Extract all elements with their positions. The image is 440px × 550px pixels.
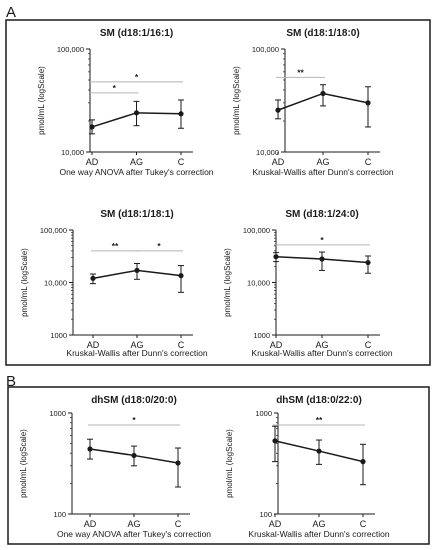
subplot-6: dhSM (d18:0/22:0) 100 1000 pmol/mL (logScal… [225, 395, 390, 539]
data-point [275, 107, 281, 113]
y-tick-label: 10,000 [61, 148, 84, 157]
data-point [272, 438, 278, 444]
y-tick-label: 1000 [50, 331, 67, 340]
x-category-label: AG [315, 340, 328, 350]
significance-label: ** [297, 67, 304, 77]
y-axis-label: pmol/mL (logScale) [223, 248, 232, 317]
x-category-label: C [360, 519, 367, 529]
x-category-label: C [365, 340, 372, 350]
significance-label: ** [316, 415, 323, 425]
data-point [319, 256, 325, 262]
y-axis-label: pmol/mL (logScale) [232, 66, 241, 135]
significance-label: * [157, 241, 161, 251]
x-category-label: AG [316, 157, 329, 167]
panel-a-label: A [6, 4, 16, 21]
x-axis-label: Kruskal-Wallis after Dunn's correction [248, 529, 389, 539]
x-category-label: AG [130, 340, 143, 350]
x-axis-label: One way ANOVA after Tukey's correction [57, 529, 211, 539]
y-tick-label: 100,000 [252, 45, 279, 54]
y-tick-label: 100 [259, 510, 272, 519]
x-category-label: AD [270, 340, 283, 350]
y-axis-label: pmol/mL (logScale) [225, 429, 234, 498]
data-point [131, 452, 137, 459]
x-category-label: C [365, 157, 372, 167]
plots-layer: SM (d18:1/16:1) 10,000 100,000 pmol/mL (log… [19, 28, 394, 539]
significance-label: * [135, 72, 139, 82]
chart-title: SM (d18:1/18:0) [286, 28, 359, 39]
y-axis-label: pmol/mL (logScale) [20, 248, 29, 317]
data-point [90, 275, 96, 281]
y-tick-label: 1000 [255, 409, 272, 418]
x-axis-label: Kruskal-Wallis after Dunn's correction [66, 348, 207, 358]
data-point [360, 459, 366, 465]
y-tick-label: 10,000 [247, 279, 270, 288]
data-point [320, 90, 326, 97]
x-category-label: AD [269, 519, 282, 529]
subplot-4: SM (d18:1/24:0) 1000 10,000 100,000 pmol/mL … [223, 209, 393, 358]
x-category-label: C [178, 340, 185, 350]
x-category-label: C [178, 157, 185, 167]
data-point [134, 267, 140, 274]
data-point [87, 446, 93, 452]
data-point [178, 273, 184, 279]
x-category-label: C [175, 519, 182, 529]
chart-title: SM (d18:1/18:1) [100, 209, 173, 220]
chart-title: dhSM (d18:0/22:0) [276, 395, 362, 406]
y-tick-label: 10,000 [44, 279, 67, 288]
x-axis-label: Kruskal-Wallis after Dunn's correction [252, 167, 393, 177]
y-tick-label: 100 [53, 510, 66, 519]
data-point [89, 124, 95, 130]
x-axis-label: Kruskal-Wallis after Dunn's correction [251, 348, 392, 358]
data-point [175, 460, 181, 466]
data-point [365, 100, 371, 106]
x-axis-label: One way ANOVA after Tukey's correction [59, 167, 213, 177]
x-category-label: AD [84, 519, 97, 529]
y-tick-label: 1000 [253, 331, 270, 340]
x-category-label: AG [312, 519, 325, 529]
y-axis-label: pmol/mL (logScale) [37, 66, 46, 135]
significance-label: ** [112, 241, 119, 251]
y-axis-label: pmol/mL (logScale) [19, 429, 28, 498]
chart-title: dhSM (d18:0/20:0) [91, 395, 177, 406]
subplot-5: dhSM (d18:0/20:0) 100 1000 pmol/mL (logScal… [19, 395, 211, 539]
data-point [273, 254, 279, 260]
y-tick-label: 100,000 [40, 226, 67, 235]
data-point [133, 110, 140, 116]
x-category-label: AD [272, 157, 285, 167]
y-tick-label: 100,000 [243, 226, 270, 235]
x-category-label: AD [86, 157, 99, 167]
significance-label: * [113, 83, 117, 93]
subplot-2: SM (d18:1/18:0) 10,000 100,000 pmol/mL (log… [232, 28, 394, 177]
data-point [316, 448, 322, 454]
x-category-label: AG [127, 519, 140, 529]
significance-label: * [320, 235, 324, 245]
subplot-1: SM (d18:1/16:1) 10,000 100,000 pmol/mL (log… [37, 28, 214, 177]
y-tick-label: 1000 [49, 409, 66, 418]
y-tick-label: 100,000 [57, 45, 84, 54]
panel-b-frame [7, 386, 430, 545]
x-category-label: AG [130, 157, 143, 167]
subplot-3: SM (d18:1/18:1) 1000 10,000 100,000 pmol/mL … [20, 209, 208, 358]
significance-label: * [132, 415, 136, 425]
y-tick-label: 10,000 [256, 148, 279, 157]
chart-title: SM (d18:1/24:0) [285, 209, 358, 220]
panel-b-label: B [6, 373, 16, 390]
data-point [365, 259, 371, 266]
panel-a-frame [5, 19, 431, 366]
data-point [178, 111, 184, 117]
chart-title: SM (d18:1/16:1) [100, 28, 173, 39]
x-category-label: AD [87, 340, 100, 350]
